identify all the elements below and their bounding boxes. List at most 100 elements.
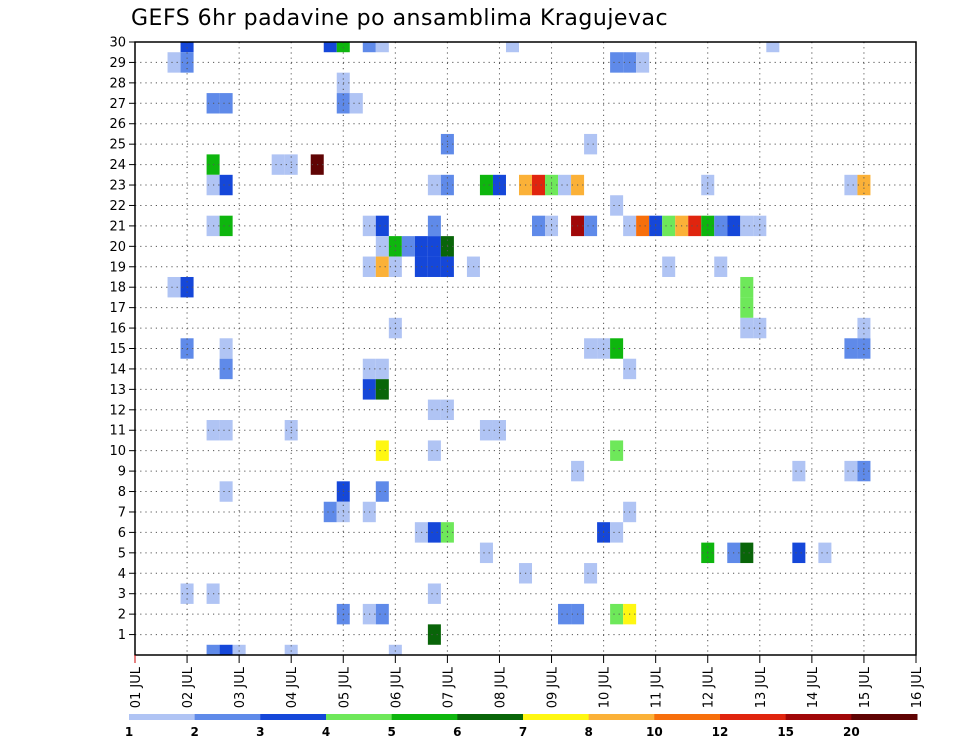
colorbar-label: 2	[190, 725, 198, 739]
heatmap-cell	[792, 460, 806, 482]
y-tick-label: 23	[109, 179, 126, 194]
heatmap-cell	[167, 52, 181, 73]
heatmap-cell	[219, 481, 233, 502]
heatmap-cell	[427, 399, 441, 421]
heatmap-cell	[323, 42, 337, 53]
heatmap-cell	[479, 174, 493, 196]
heatmap-cell	[375, 236, 389, 257]
colorbar-swatch	[785, 714, 852, 720]
colorbar-label: 4	[322, 725, 330, 739]
y-tick-label: 25	[109, 138, 126, 153]
x-tick-label: 14 JUL	[806, 666, 821, 708]
y-tick-label: 20	[109, 240, 126, 255]
heatmap-cell	[844, 460, 858, 482]
x-tick-label: 08 JUL	[493, 666, 508, 708]
colorbar-label: 8	[584, 725, 592, 739]
heatmap-cell	[232, 644, 246, 655]
x-tick-label: 04 JUL	[285, 666, 300, 708]
heatmap-cell	[427, 522, 441, 543]
heatmap-cell	[375, 358, 389, 380]
heatmap-cell	[336, 42, 350, 53]
y-tick-label: 11	[109, 424, 126, 439]
heatmap-cell	[584, 133, 598, 155]
heatmap-cell	[636, 52, 650, 73]
y-tick-label: 28	[109, 76, 126, 91]
heatmap-cell	[740, 215, 754, 237]
colorbar-label: 10	[646, 725, 663, 739]
heatmap-cell	[427, 236, 441, 257]
colorbar-label: 7	[519, 725, 527, 739]
heatmap-cell	[375, 440, 389, 461]
heatmap-cell	[532, 174, 546, 196]
heatmap-cell	[219, 644, 233, 655]
heatmap-cell	[740, 542, 754, 564]
heatmap-cell	[271, 154, 285, 175]
heatmap-cell	[610, 338, 624, 359]
x-tick-label: 10 JUL	[598, 666, 613, 708]
heatmap-cell	[740, 317, 754, 339]
x-axis: 01 JUL 02 JUL 03 JUL 04 JUL 05 JUL 06 JUL 07 J…	[129, 655, 925, 708]
y-tick-label: 15	[109, 342, 126, 357]
y-tick-label: 4	[118, 567, 126, 582]
heatmap-cell	[427, 583, 441, 604]
y-tick-label: 10	[109, 444, 126, 459]
heatmap-cell	[662, 256, 676, 277]
colorbar-label: 3	[256, 725, 264, 739]
heatmap-cell	[375, 215, 389, 237]
colorbar-swatch	[260, 714, 327, 720]
heatmap-cell	[388, 644, 402, 655]
x-tick-label: 02 JUL	[181, 666, 196, 708]
y-tick-label: 17	[109, 301, 126, 316]
heatmap-cell	[219, 358, 233, 380]
y-tick-label: 26	[109, 117, 126, 132]
y-tick-label: 3	[118, 587, 126, 602]
y-tick-label: 29	[109, 56, 126, 71]
y-tick-label: 6	[118, 526, 126, 541]
y-tick-label: 7	[118, 505, 126, 520]
heatmap-cell	[427, 174, 441, 196]
heatmap-cell	[714, 215, 728, 237]
heatmap-cell	[219, 338, 233, 359]
y-tick-label: 18	[109, 281, 126, 296]
y-tick-label: 1	[118, 628, 126, 643]
colorbar-swatch	[129, 714, 196, 720]
heatmap-cell	[844, 338, 858, 359]
y-tick-label: 9	[118, 465, 126, 480]
heatmap-cell	[219, 174, 233, 196]
x-tick-label: 01 JUL	[129, 666, 144, 708]
y-tick-label: 13	[109, 383, 126, 398]
y-tick-label: 19	[109, 260, 126, 275]
colorbar-label: 6	[453, 725, 461, 739]
heatmap-cell	[219, 420, 233, 441]
heatmap-cell	[323, 501, 337, 523]
heatmap-cell	[610, 52, 624, 73]
colorbar-label: 20	[843, 725, 860, 739]
y-tick-label: 27	[109, 97, 126, 112]
y-tick-label: 16	[109, 322, 126, 337]
colorbar: 1 2 3 4 5 6 7 8 10 12 15 20	[125, 714, 918, 739]
x-tick-label: 05 JUL	[337, 666, 352, 708]
heatmap-cell	[375, 256, 389, 277]
colorbar-swatch	[194, 714, 261, 720]
heatmap-cell	[505, 42, 519, 53]
heatmap-cell	[662, 215, 676, 237]
colorbar-swatch	[326, 714, 393, 720]
x-tick-label: 06 JUL	[389, 666, 404, 708]
grid-layer	[135, 42, 916, 655]
heatmap-cell	[714, 256, 728, 277]
heatmap-cell	[427, 624, 441, 645]
y-tick-label: 5	[118, 546, 126, 561]
x-tick-label: 12 JUL	[702, 666, 717, 708]
y-tick-label: 24	[109, 158, 126, 173]
heatmap-cell	[584, 338, 598, 359]
heatmap-cell	[401, 236, 415, 257]
heatmap-cell	[558, 603, 572, 625]
y-axis: 1234567891011121314151617181920212223242…	[109, 36, 135, 643]
heatmap-cell	[636, 215, 650, 237]
heatmap-cell	[844, 174, 858, 196]
chart-title: GEFS 6hr padavine po ansamblima Kragujev…	[131, 6, 669, 31]
heatmap-cell	[740, 276, 754, 298]
heatmap-cell	[219, 215, 233, 237]
heatmap-cell	[532, 215, 546, 237]
